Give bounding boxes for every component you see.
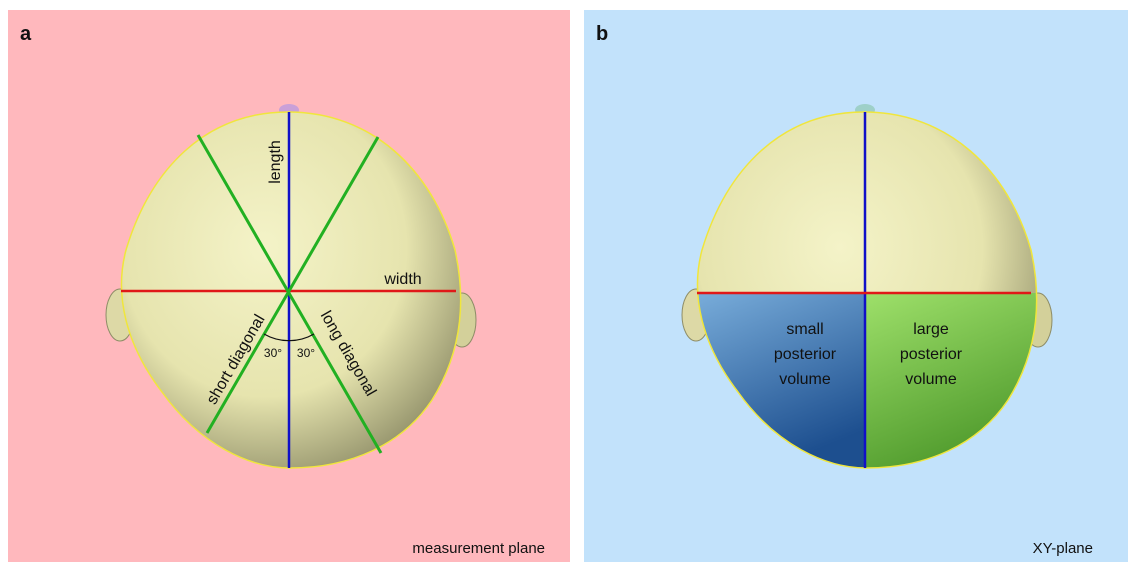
angle-label: 30° <box>297 346 315 360</box>
region-label: large <box>913 321 949 338</box>
figure: a length width short diagonal long diago… <box>0 0 1135 568</box>
angle-label: 30° <box>264 346 282 360</box>
panel-b: b small posterior volume large posterior… <box>584 10 1128 562</box>
plane-label: XY-plane <box>1033 540 1093 557</box>
panel-letter: a <box>20 23 32 45</box>
region-label: posterior <box>900 346 963 363</box>
region-label: volume <box>779 371 831 388</box>
width-label: width <box>383 271 421 288</box>
panel-a: a length width short diagonal long diago… <box>8 10 570 562</box>
region-label: small <box>786 321 823 338</box>
region-label: volume <box>905 371 957 388</box>
region-label: posterior <box>774 346 837 363</box>
plane-label: measurement plane <box>412 540 545 557</box>
panel-letter: b <box>596 23 608 45</box>
length-label: length <box>267 140 284 184</box>
